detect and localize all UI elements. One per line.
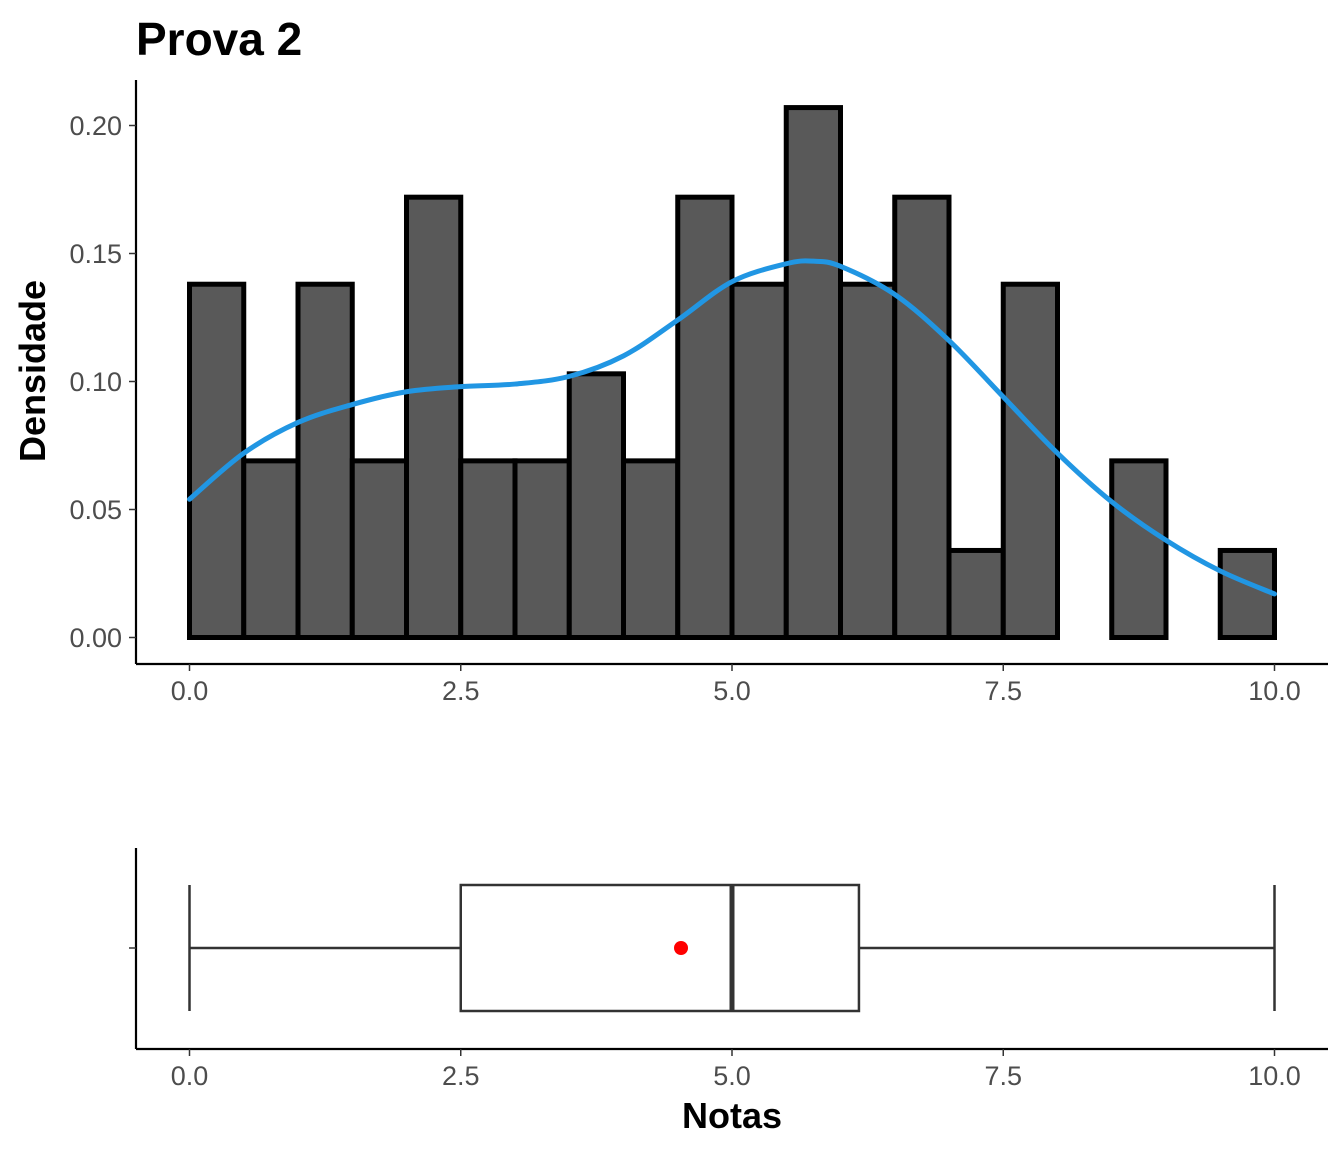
histogram-bar (946, 547, 1006, 641)
histogram-bar (1000, 281, 1060, 640)
histogram-bar (404, 194, 464, 640)
hist-x-tick-label: 10.0 (1248, 676, 1301, 706)
histogram-bar (241, 458, 301, 640)
histogram-bar (729, 281, 789, 640)
chart-title: Prova 2 (136, 13, 302, 65)
box-x-tick-label: 0.0 (171, 1061, 209, 1091)
histogram-bar (892, 194, 952, 640)
histogram-bar (566, 371, 626, 640)
histogram-bar (1217, 547, 1277, 641)
histogram-bar (838, 281, 898, 640)
box-x-tick-label: 10.0 (1248, 1061, 1301, 1091)
histogram-bar (295, 281, 355, 640)
mean-point (674, 941, 689, 955)
histogram-bars (187, 105, 1277, 641)
boxplot-panel: 0.0 2.5 5.0 7.5 10.0 Notas (129, 848, 1328, 1136)
interquartile-box (459, 883, 861, 1013)
box-x-axis-title: Notas (682, 1095, 782, 1136)
histogram-bar (349, 458, 409, 640)
histogram-bar (1109, 458, 1169, 640)
box-x-ticks: 0.0 2.5 5.0 7.5 10.0 (171, 1049, 1301, 1091)
boxplot-marks (188, 883, 1276, 1013)
hist-x-tick-label: 0.0 (171, 676, 209, 706)
box-x-tick-label: 5.0 (713, 1061, 751, 1091)
histogram-bar (458, 458, 518, 640)
hist-x-tick-label: 2.5 (442, 676, 480, 706)
hist-y-tick-label: 0.20 (69, 111, 122, 141)
hist-y-tick-label: 0.10 (69, 367, 122, 397)
histogram-bar (512, 458, 572, 640)
hist-y-ticks: 0.00 0.05 0.10 0.15 0.20 (69, 111, 136, 653)
box-x-tick-label: 2.5 (442, 1061, 480, 1091)
density-curve (187, 258, 1277, 597)
hist-y-tick-label: 0.00 (69, 623, 122, 653)
hist-y-axis-title: Densidade (12, 280, 53, 462)
hist-x-tick-label: 5.0 (713, 676, 751, 706)
histogram-bar (675, 194, 735, 640)
box-x-tick-label: 7.5 (984, 1061, 1022, 1091)
hist-y-tick-label: 0.15 (69, 239, 122, 269)
hist-x-tick-label: 7.5 (984, 676, 1022, 706)
hist-x-ticks: 0.0 2.5 5.0 7.5 10.0 (171, 664, 1301, 706)
histogram-panel: Densidade 0.00 0.05 0.10 0.15 0.20 0.0 2.5 5.0… (12, 80, 1328, 706)
histogram-bar (621, 458, 681, 640)
histogram-bar (783, 105, 843, 640)
hist-y-tick-label: 0.05 (69, 495, 122, 525)
